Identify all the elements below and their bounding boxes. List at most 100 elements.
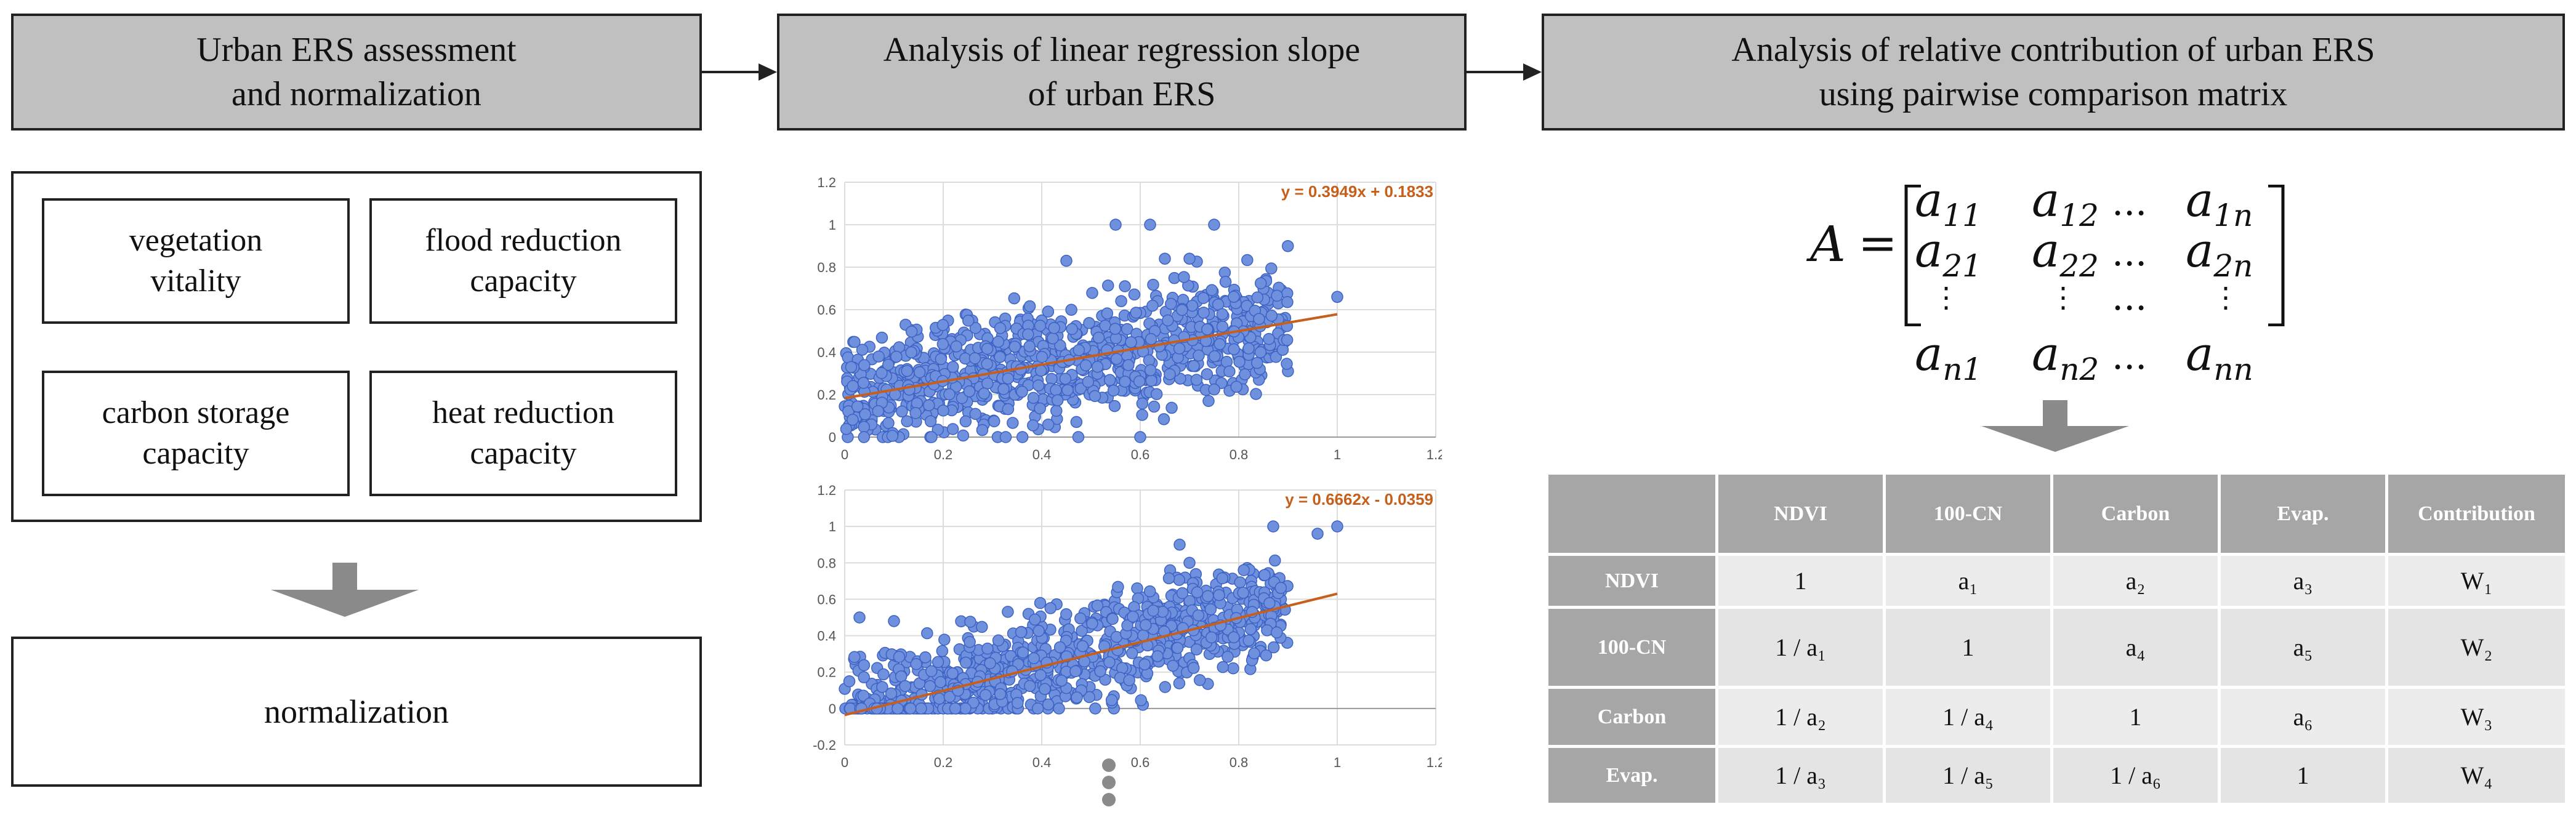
scatter-point xyxy=(1076,640,1089,653)
scatter-point xyxy=(1042,418,1055,431)
scatter-point xyxy=(1162,314,1174,327)
down-arrow-right-shape xyxy=(1981,400,2129,452)
table-cell: 1 / a₆ xyxy=(2050,745,2221,806)
normalization-box: normalization xyxy=(11,637,702,787)
scatter-point xyxy=(1039,683,1051,695)
matrix-vdots-col2: ⋮ xyxy=(2049,281,2077,314)
scatter-point xyxy=(1205,631,1218,644)
scatter-point xyxy=(882,358,895,371)
scatter-point xyxy=(1123,674,1135,686)
continuation-dot-3 xyxy=(1102,793,1116,806)
scatter-point xyxy=(969,408,982,420)
scatter-point xyxy=(1016,385,1028,398)
scatter-point xyxy=(1060,254,1073,267)
scatter-point xyxy=(1214,338,1226,350)
scatter-chart-2-svg: -0.2 0 0.2 0.4 0.6 0.8 1 1.2 0 0.2 0.4 0.6 0.8 1 1.2 y … xyxy=(813,483,1442,770)
scatter-point xyxy=(1164,368,1176,380)
scatter-point xyxy=(1110,353,1123,365)
scatter-point xyxy=(1237,587,1249,599)
scatter-point xyxy=(1242,634,1255,647)
scatter-point xyxy=(1069,665,1082,678)
scatter-point xyxy=(981,642,994,655)
table-cell: a₂ xyxy=(2050,553,2221,609)
scatter-point xyxy=(875,331,888,344)
table-cell: 1 xyxy=(2050,686,2221,748)
scatter-point xyxy=(845,361,858,374)
scatter-point xyxy=(1251,356,1263,369)
scatter-chart-2: -0.2 0 0.2 0.4 0.6 0.8 1 1.2 0 0.2 0.4 0.6 0.8 1 1.2 y … xyxy=(777,474,1442,776)
scatter-point xyxy=(994,322,1007,334)
matrix-cell-a11-sub: 11 xyxy=(1942,198,1982,234)
table-header-row: NDVI 100-CN Carbon Evap. Contribution xyxy=(1545,472,2568,556)
header-ers-assessment: Urban ERS assessment and normalization xyxy=(11,14,702,131)
regression-equation: y = 0.6662x - 0.0359 xyxy=(1285,490,1433,508)
scatter-point xyxy=(1076,625,1088,637)
table-cell: 1 / a₂ xyxy=(1715,686,1886,748)
scatter-point xyxy=(858,671,870,683)
scatter-point xyxy=(1190,374,1203,386)
header-regression-slope: Analysis of linear regression slope of u… xyxy=(777,14,1467,131)
scatter-point xyxy=(1002,403,1015,416)
scatter-point xyxy=(1201,368,1214,380)
scatter-point xyxy=(890,350,903,363)
normalization-label: normalization xyxy=(264,693,449,730)
scatter-point xyxy=(1248,647,1260,660)
table-row: NDVI 1 a₁ a₂ a₃ W₁ xyxy=(1545,553,2568,609)
scatter-point xyxy=(1034,364,1047,377)
scatter-point xyxy=(1086,617,1098,630)
capacity-flood-reduction-label: flood reduction capacity xyxy=(425,223,622,299)
scatter-point xyxy=(1023,340,1036,353)
scatter-point xyxy=(896,405,908,418)
matrix-right-bracket-path xyxy=(2268,185,2285,326)
scatter-point xyxy=(1176,587,1189,600)
capacity-vegetation-vitality-label: vegetation vitality xyxy=(129,223,263,299)
matrix-cell-a2n: a2n xyxy=(2186,223,2253,284)
scatter-point xyxy=(843,675,856,688)
scatter-point xyxy=(1274,582,1287,594)
scatter-point xyxy=(1223,365,1236,378)
scatter-point xyxy=(1144,364,1157,377)
scatter-point xyxy=(946,423,959,435)
scatter-point xyxy=(901,364,914,377)
scatter-point xyxy=(1053,641,1066,654)
scatter-point xyxy=(1007,417,1019,429)
scatter-point xyxy=(1050,404,1063,417)
table-cell: 1 xyxy=(1883,606,2053,689)
scatter-point xyxy=(893,651,906,663)
scatter-point xyxy=(886,430,899,442)
scatter-point xyxy=(1079,359,1092,372)
scatter-point xyxy=(1208,219,1220,231)
scatter-point xyxy=(1183,252,1196,265)
x-tick-label: 0.8 xyxy=(1230,755,1249,770)
table-header-contribution: Contribution xyxy=(2385,472,2568,556)
scatter-point xyxy=(1091,361,1104,373)
matrix-cell-ann-base: a xyxy=(2186,326,2214,381)
scatter-point xyxy=(1251,291,1264,303)
scatter-point xyxy=(959,702,972,715)
scatter-point xyxy=(976,424,989,436)
scatter-point xyxy=(858,659,871,672)
x-tick-label: 0.4 xyxy=(1032,755,1052,770)
scatter-point xyxy=(1034,320,1047,332)
matrix-hdots-row4: ... xyxy=(2112,335,2147,378)
scatter-point xyxy=(994,688,1007,701)
scatter-point xyxy=(1281,295,1294,308)
scatter-point xyxy=(1151,650,1164,662)
scatter-point xyxy=(921,627,933,640)
scatter-point xyxy=(999,431,1012,443)
scatter-point xyxy=(1122,359,1135,371)
scatter-point xyxy=(924,680,936,693)
matrix-cell-an1: an1 xyxy=(1915,326,1982,387)
scatter-point xyxy=(1145,374,1157,387)
matrix-left-bracket-path xyxy=(1904,185,1921,326)
scatter-point xyxy=(963,385,976,398)
scatter-point xyxy=(968,352,981,364)
y-tick-label: 1 xyxy=(829,217,836,233)
matrix-cell-a11: a11 xyxy=(1915,172,1982,233)
scatter-point xyxy=(1238,564,1250,576)
scatter-point xyxy=(1028,652,1040,664)
matrix-cell-an1-sub: n1 xyxy=(1942,352,1982,388)
scatter-point xyxy=(919,651,932,664)
scatter-point xyxy=(1282,239,1294,252)
table-header-corner xyxy=(1545,472,1718,556)
